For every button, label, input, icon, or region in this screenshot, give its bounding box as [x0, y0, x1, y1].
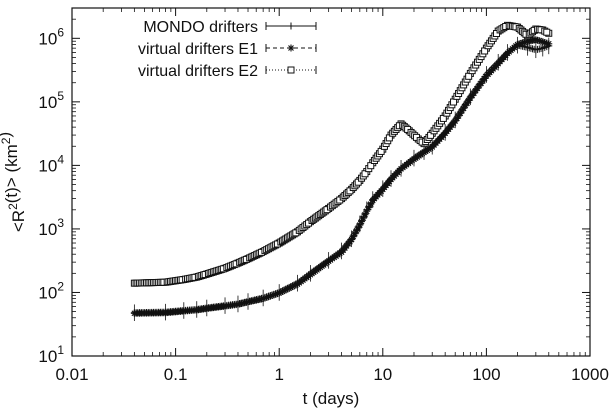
data-point — [465, 72, 473, 80]
legend-label: virtual drifters E2 — [138, 63, 258, 80]
x-tick-label: 1 — [274, 365, 283, 384]
data-point — [305, 272, 313, 280]
y-tick-label: 103 — [38, 216, 64, 239]
x-tick-label: 10 — [373, 365, 392, 384]
legend-label: MONDO drifters — [143, 19, 258, 36]
data-point — [354, 224, 362, 232]
data-point — [450, 98, 458, 106]
data-point — [377, 187, 385, 195]
data-point — [450, 119, 458, 127]
data-point — [408, 157, 416, 165]
x-axis-title: t (days) — [303, 389, 360, 408]
data-point — [349, 233, 357, 241]
x-tick-label: 1000 — [571, 365, 609, 384]
data-point — [543, 39, 551, 47]
data-point — [361, 211, 369, 219]
legend-marker — [287, 44, 295, 52]
legend-marker — [287, 66, 295, 74]
x-tick-label: 0.1 — [164, 365, 188, 384]
data-point — [537, 45, 545, 53]
legend-marker — [287, 22, 295, 30]
y-tick-label: 104 — [38, 152, 64, 175]
data-point — [361, 170, 369, 178]
data-point — [418, 150, 426, 158]
y-tick-label: 105 — [38, 89, 64, 112]
data-point — [493, 30, 501, 38]
data-point — [367, 162, 375, 170]
series-2 — [130, 36, 553, 317]
y-tick-label: 101 — [38, 343, 64, 366]
data-point — [346, 238, 354, 246]
data-point — [439, 114, 447, 122]
legend-label: virtual drifters E1 — [138, 41, 258, 58]
x-tick-label: 0.01 — [55, 365, 88, 384]
series-3 — [130, 21, 553, 287]
y-tick-label: 106 — [38, 25, 64, 48]
data-point — [292, 281, 300, 289]
data-point — [323, 258, 331, 266]
data-point — [465, 97, 473, 105]
y-tick-label: 102 — [38, 279, 64, 302]
data-point — [543, 28, 551, 36]
x-tick-label: 100 — [472, 365, 500, 384]
data-point — [367, 200, 375, 208]
y-axis-title: <R2(t)> (km2) — [0, 132, 28, 232]
plot-frame — [71, 7, 591, 357]
